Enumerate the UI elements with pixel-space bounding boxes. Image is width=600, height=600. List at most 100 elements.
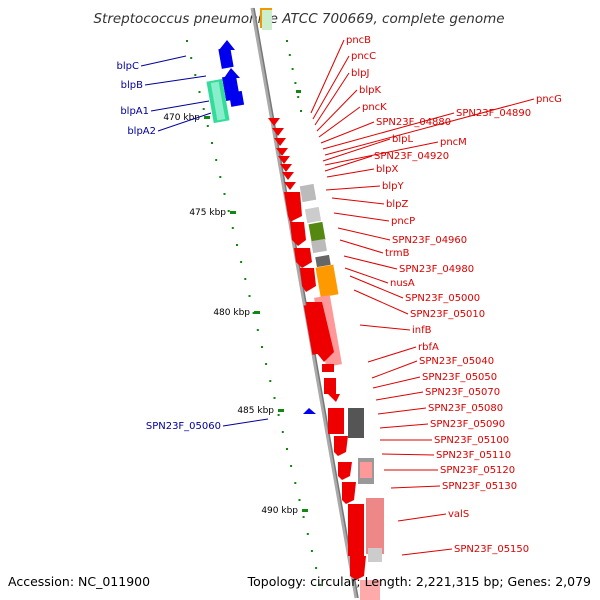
ruler-dot <box>294 482 297 484</box>
ruler-dot <box>244 278 247 280</box>
reverse-gene-label[interactable]: blpZ <box>386 199 408 210</box>
ruler-dot <box>310 550 313 552</box>
ruler-dot <box>298 499 301 501</box>
reverse-gene-label[interactable]: SPN23F_05050 <box>422 372 497 383</box>
feature-blpY[interactable] <box>299 183 317 203</box>
reverse-label-leader <box>316 89 358 132</box>
reverse-gene-label[interactable]: SPN23F_04880 <box>376 117 451 128</box>
feature-SPN23F_05150[interactable] <box>350 556 366 580</box>
ruler-dot <box>227 210 230 212</box>
forward-gene-labels: blpC blpB blpA1 blpA2 SPN23F_05060 <box>117 55 269 432</box>
ruler-dot <box>319 584 322 586</box>
feature-SPN23F_05060[interactable] <box>303 408 316 414</box>
reverse-gene-labels: pncB pncC blpJ blpK pncK SPN23F_04880 SPN23F_0… <box>310 35 562 556</box>
reverse-gene-label[interactable]: blpJ <box>351 68 369 79</box>
reverse-gene-label[interactable]: nusA <box>390 278 415 289</box>
feature-SPN23F_05080[interactable] <box>348 408 364 438</box>
reverse-label-leader <box>325 185 381 191</box>
ruler-dot <box>202 108 205 110</box>
ruler-dot <box>194 74 197 76</box>
reverse-gene-label[interactable]: SPN23F_05010 <box>410 309 485 320</box>
feature-blpC[interactable] <box>218 47 234 69</box>
reverse-gene-label[interactable]: blpK <box>359 85 381 96</box>
reverse-label-leader <box>312 55 350 120</box>
ruler-dot <box>206 125 209 127</box>
feature-valS[interactable] <box>348 504 364 556</box>
reverse-gene-label[interactable]: blpY <box>382 181 404 192</box>
ruler-dot <box>265 363 268 365</box>
scale-tick-label: 470 kbp <box>163 113 200 123</box>
reverse-gene-label[interactable]: infB <box>412 325 432 336</box>
ruler-dot <box>261 346 263 348</box>
topology-text: Topology: circular; Length: 2,221,315 bp… <box>247 574 591 589</box>
reverse-gene-label[interactable]: SPN23F_05070 <box>425 387 500 398</box>
reverse-gene-label[interactable]: pncC <box>351 51 376 62</box>
reverse-label-leader <box>367 346 417 363</box>
reverse-gene-label[interactable]: pncB <box>346 35 371 46</box>
feature-blpA1[interactable] <box>228 90 245 107</box>
forward-gene-label[interactable]: blpB <box>121 80 143 91</box>
forward-gene-label[interactable]: SPN23F_05060 <box>146 421 221 432</box>
feature-SPN23F_05130[interactable] <box>342 482 356 504</box>
feature-blpB-head <box>224 68 240 78</box>
reverse-label-leader <box>333 212 390 222</box>
reverse-gene-label[interactable]: SPN23F_05080 <box>428 403 503 414</box>
reverse-gene-label[interactable]: SPN23F_04920 <box>374 151 449 162</box>
track-dot <box>288 54 291 56</box>
reverse-gene-label[interactable]: pncM <box>440 137 467 148</box>
feature-SPN23F_05110[interactable] <box>338 462 352 480</box>
reverse-gene-label[interactable]: SPN23F_04890 <box>456 108 531 119</box>
ruler-dot <box>252 312 255 314</box>
reverse-label-leader <box>331 197 385 205</box>
reverse-label-leader <box>371 360 418 379</box>
reverse-gene-label[interactable]: SPN23F_05120 <box>440 465 515 476</box>
reverse-label-leader <box>372 376 421 389</box>
feature-rbfA[interactable] <box>322 364 334 372</box>
track-dot <box>286 40 288 42</box>
reverse-gene-label[interactable]: SPN23F_04960 <box>392 235 467 246</box>
feature-trmB[interactable] <box>294 248 312 268</box>
forward-gene-label[interactable]: blpC <box>117 61 139 72</box>
scale-tick <box>278 409 284 412</box>
forward-gene-label[interactable]: blpA2 <box>127 126 156 137</box>
reverse-gene-label[interactable]: SPN23F_04980 <box>399 264 474 275</box>
reverse-gene-label[interactable]: SPN23F_05110 <box>436 450 511 461</box>
reverse-gene-label[interactable]: SPN23F_05000 <box>405 293 480 304</box>
scale-tick-label: 480 kbp <box>213 308 250 318</box>
feature-SPN23F_04960[interactable] <box>308 221 326 243</box>
scale-tick-label: 475 kbp <box>189 208 226 218</box>
reverse-gene-label[interactable]: pncG <box>536 94 562 105</box>
reverse-gene-label[interactable]: valS <box>448 509 469 520</box>
feature-blpZ[interactable] <box>284 192 302 222</box>
reverse-gene-label[interactable]: SPN23F_05040 <box>419 356 494 367</box>
feature-pncP[interactable] <box>290 222 306 246</box>
reverse-gene-label[interactable]: SPN23F_05100 <box>434 435 509 446</box>
scale-tick <box>230 211 236 214</box>
arrow-cluster-1 <box>268 118 296 190</box>
reverse-label-leader <box>375 391 424 401</box>
reverse-gene-label[interactable]: SPN23F_05090 <box>430 419 505 430</box>
ruler-dot <box>186 40 188 42</box>
feature-SPN23F_05000[interactable] <box>300 268 316 292</box>
reverse-gene-label[interactable]: trmB <box>385 248 410 259</box>
feature-SPN23F_05070[interactable] <box>328 408 344 434</box>
reverse-label-leader <box>381 453 435 456</box>
reverse-gene-label[interactable]: SPN23F_05130 <box>442 481 517 492</box>
reverse-label-leader <box>324 98 535 156</box>
reverse-gene-label[interactable]: rbfA <box>418 342 439 353</box>
reverse-label-leader <box>359 324 411 331</box>
forward-gene-label[interactable]: blpA1 <box>120 106 149 117</box>
accession-text: Accession: NC_011900 <box>8 574 150 589</box>
ruler-dot <box>315 567 318 569</box>
reverse-gene-label[interactable]: blpX <box>376 164 398 175</box>
reverse-label-leader <box>324 141 439 166</box>
feature-blpC-head <box>219 40 235 50</box>
reverse-gene-label[interactable]: blpL <box>392 134 413 145</box>
feature-nusA[interactable] <box>315 264 339 298</box>
feature-SPN23F_05040[interactable] <box>328 394 340 402</box>
ruler-dot <box>256 329 259 331</box>
reverse-gene-label[interactable]: pncP <box>391 216 415 227</box>
reverse-gene-label[interactable]: pncK <box>362 102 387 113</box>
reverse-gene-label[interactable]: SPN23F_05150 <box>454 544 529 555</box>
ruler-dot <box>281 431 284 433</box>
